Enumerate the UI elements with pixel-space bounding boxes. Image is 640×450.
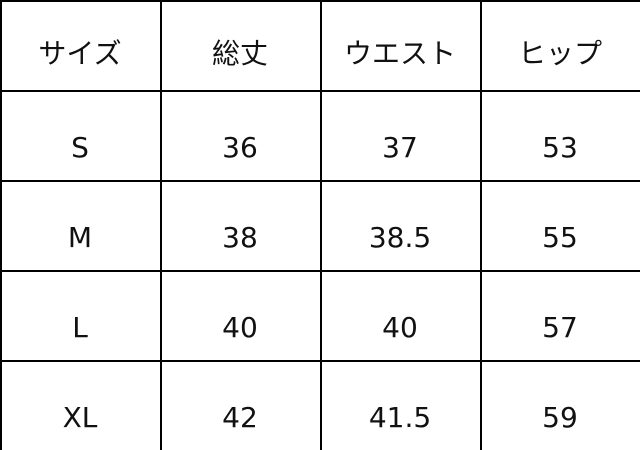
header-cell: ヒップ [517, 37, 602, 70]
size-label-cell: L [72, 311, 88, 344]
row-divider [0, 0, 640, 2]
column-divider [480, 0, 482, 450]
measurement-cell: 42 [222, 401, 258, 434]
column-divider [0, 0, 2, 450]
measurement-cell: 40 [222, 311, 258, 344]
row-divider [0, 180, 640, 182]
row-divider [0, 270, 640, 272]
size-label-cell: XL [62, 401, 98, 434]
size-label-cell: M [67, 221, 93, 254]
measurement-cell: 41.5 [368, 401, 432, 434]
measurement-cell: 38.5 [368, 221, 432, 254]
measurement-cell: 55 [542, 221, 578, 254]
measurement-cell: 57 [542, 311, 578, 344]
size-label-cell: S [71, 131, 89, 164]
header-cell: サイズ [38, 37, 122, 70]
measurement-cell: 59 [542, 401, 578, 434]
measurement-cell: 40 [382, 311, 418, 344]
row-divider [0, 90, 640, 92]
row-divider [0, 360, 640, 362]
measurement-cell: 36 [222, 131, 258, 164]
header-cell: 総丈 [211, 37, 268, 70]
column-divider [160, 0, 162, 450]
measurement-cell: 53 [542, 131, 578, 164]
column-divider [320, 0, 322, 450]
measurement-cell: 38 [222, 221, 258, 254]
measurement-cell: 37 [382, 131, 418, 164]
header-cell: ウエスト [343, 37, 456, 70]
